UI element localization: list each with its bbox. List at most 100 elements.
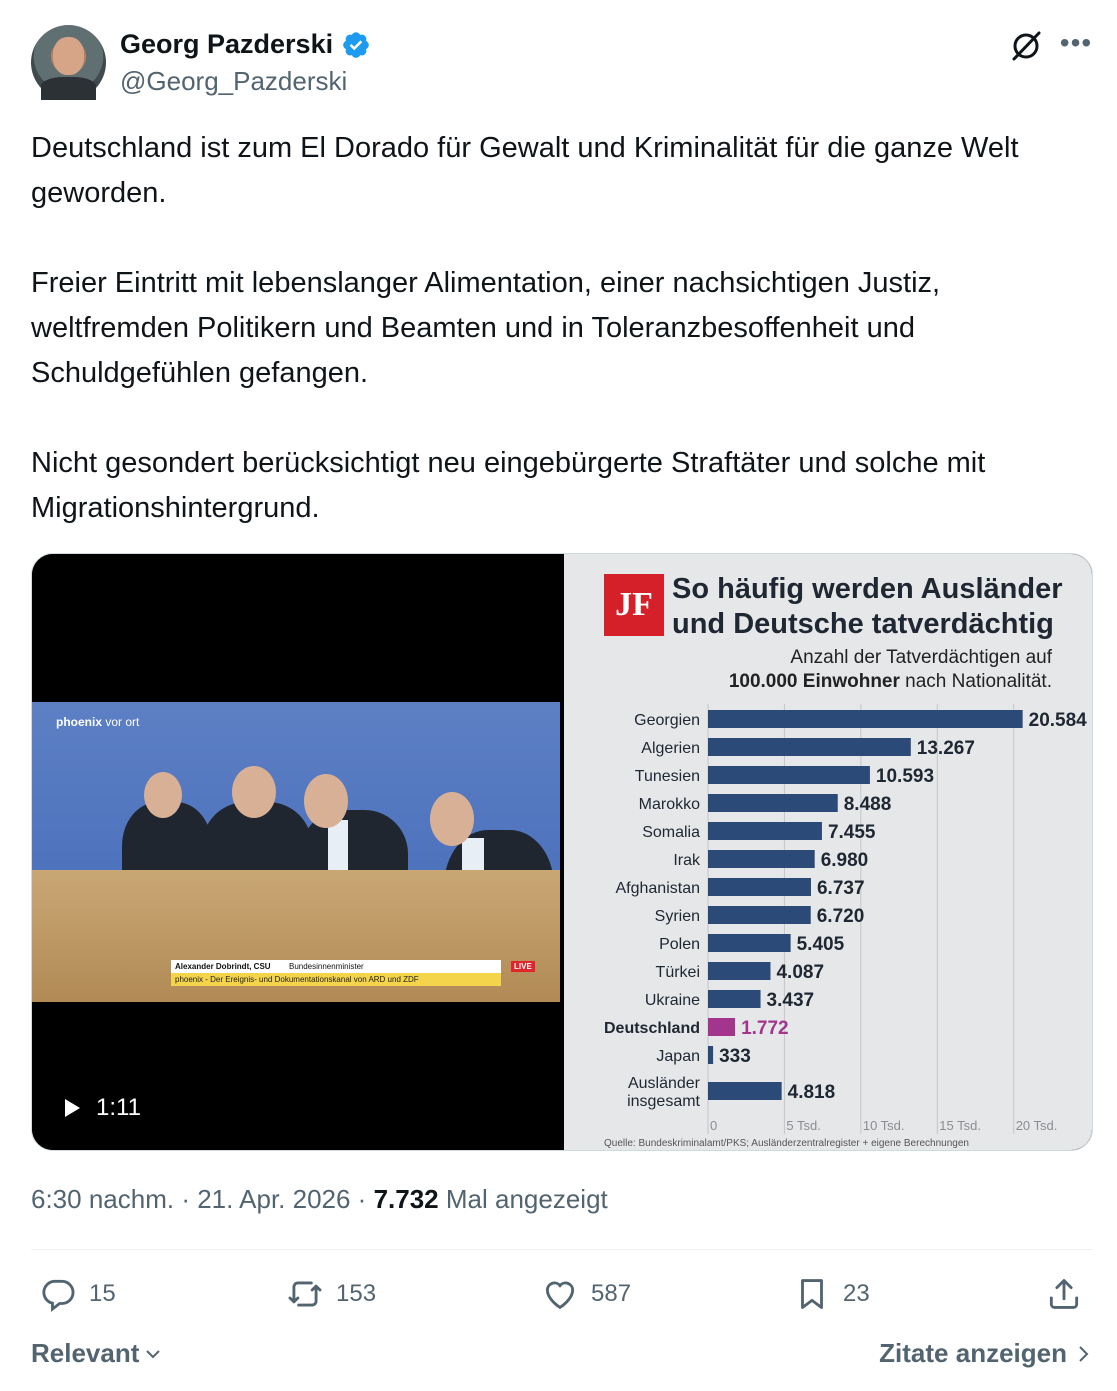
video-player[interactable]: phoenix vor ort Alexander Dobrindt, CSU … bbox=[32, 554, 560, 1150]
heart-icon bbox=[545, 1281, 575, 1310]
like-button[interactable]: 587 bbox=[541, 1275, 631, 1313]
retweet-button[interactable]: 153 bbox=[286, 1275, 376, 1313]
chart-image[interactable]: JF So häufig werden Ausländer und Deutsc… bbox=[564, 554, 1092, 1150]
bookmark-count: 23 bbox=[843, 1280, 870, 1307]
value-label: 3.437 bbox=[767, 990, 815, 1011]
value-label: 4.818 bbox=[788, 1082, 836, 1103]
author-name[interactable]: Georg Pazderski bbox=[120, 29, 334, 59]
tweet-text: Deutschland ist zum El Dorado für Gewalt… bbox=[31, 126, 1093, 576]
tweet-paragraph-3: Nicht gesondert berücksichtigt neu einge… bbox=[31, 447, 986, 524]
bar bbox=[708, 990, 761, 1008]
bar bbox=[708, 906, 811, 924]
chart-subtitle-line-1: Anzahl der Tatverdächtigen auf bbox=[790, 647, 1052, 668]
x-tick-label: 15 Tsd. bbox=[939, 1118, 981, 1133]
sort-dropdown[interactable]: Relevant bbox=[31, 1338, 163, 1369]
category-label: insgesamt bbox=[627, 1093, 700, 1110]
play-button[interactable]: 1:11 bbox=[62, 1094, 141, 1122]
bar bbox=[708, 710, 1023, 728]
sort-label: Relevant bbox=[31, 1338, 140, 1368]
chart-source: Quelle: Bundeskriminalamt/PKS; Ausländer… bbox=[604, 1138, 969, 1149]
chart-subtitle: Anzahl der Tatverdächtigen auf 100.000 E… bbox=[729, 646, 1052, 694]
lower-third-role: Bundesinnenminister bbox=[289, 962, 364, 971]
grok-icon[interactable] bbox=[1009, 29, 1043, 63]
bookmark-icon bbox=[801, 1279, 823, 1309]
channel-logo: phoenix vor ort bbox=[56, 715, 139, 729]
chevron-right-icon bbox=[1079, 1345, 1089, 1362]
avatar[interactable] bbox=[31, 25, 106, 100]
bar bbox=[708, 1046, 714, 1064]
like-count: 587 bbox=[591, 1280, 632, 1307]
reply-count: 15 bbox=[89, 1280, 116, 1307]
bar bbox=[708, 934, 791, 952]
live-badge: LIVE bbox=[511, 961, 535, 972]
tweet-header: Georg Pazderski @Georg_Pazderski ••• bbox=[31, 25, 1093, 101]
value-label: 20.584 bbox=[1029, 710, 1088, 731]
category-label: Marokko bbox=[639, 796, 700, 813]
lower-third-name: Alexander Dobrindt, CSU bbox=[175, 962, 271, 971]
value-label: 10.593 bbox=[876, 766, 934, 787]
x-tick-label: 5 Tsd. bbox=[786, 1118, 820, 1133]
chart-title-line-2: und Deutsche tatverdächtig bbox=[672, 608, 1054, 640]
divider bbox=[31, 1249, 1093, 1250]
video-duration: 1:11 bbox=[96, 1094, 141, 1121]
person-2-head bbox=[232, 766, 276, 818]
bar bbox=[708, 794, 838, 812]
views-label: Mal angezeigt bbox=[445, 1184, 608, 1214]
bar bbox=[708, 766, 870, 784]
more-options-icon[interactable]: ••• bbox=[1059, 27, 1093, 58]
category-label: Afghanistan bbox=[615, 880, 700, 897]
x-tick-label: 20 Tsd. bbox=[1016, 1118, 1058, 1133]
lower-third-channel: phoenix - Der Ereignis- und Dokumentatio… bbox=[171, 973, 501, 986]
tweet-paragraph-1: Deutschland ist zum El Dorado für Gewalt… bbox=[31, 132, 1019, 209]
value-label: 6.720 bbox=[817, 906, 865, 927]
avatar-face bbox=[53, 37, 84, 75]
bar-chart: 0 5 Tsd. 10 Tsd. 15 Tsd. 20 Tsd. Georgien 20.5… bbox=[604, 704, 1088, 1134]
tweet-paragraph-2: Freier Eintritt mit lebenslanger Aliment… bbox=[31, 267, 941, 389]
value-label: 5.405 bbox=[797, 934, 845, 955]
x-tick-label: 0 bbox=[710, 1118, 717, 1133]
category-label: Deutschland bbox=[604, 1020, 700, 1037]
tweet-time[interactable]: 6:30 nachm. bbox=[31, 1184, 175, 1214]
category-label: Tunesien bbox=[635, 768, 700, 785]
bar bbox=[708, 1082, 782, 1100]
avatar-shirt bbox=[41, 77, 96, 100]
person-3-shirt bbox=[328, 820, 348, 880]
verified-badge-icon bbox=[343, 31, 369, 58]
quotes-label: Zitate anzeigen bbox=[879, 1338, 1067, 1368]
value-label: 13.267 bbox=[917, 738, 975, 759]
category-label: Georgien bbox=[634, 712, 700, 729]
category-label: Japan bbox=[656, 1048, 700, 1065]
media-container: phoenix vor ort Alexander Dobrindt, CSU … bbox=[31, 553, 1093, 1151]
category-label: Syrien bbox=[655, 908, 700, 925]
view-count: 7.732 bbox=[373, 1184, 439, 1214]
category-label: Türkei bbox=[656, 964, 700, 981]
share-button[interactable] bbox=[1045, 1275, 1083, 1313]
view-quotes-link[interactable]: Zitate anzeigen bbox=[879, 1338, 1093, 1369]
bookmark-button[interactable]: 23 bbox=[793, 1275, 870, 1313]
category-label: Polen bbox=[659, 936, 700, 953]
x-tick-label: 10 Tsd. bbox=[863, 1118, 905, 1133]
category-label: Somalia bbox=[642, 824, 700, 841]
value-label: 1.772 bbox=[741, 1018, 789, 1039]
chart-subtitle-bold: 100.000 Einwohner bbox=[728, 671, 900, 692]
bar bbox=[708, 850, 815, 868]
channel-suffix: vor ort bbox=[105, 715, 140, 729]
person-4-head bbox=[430, 792, 474, 846]
action-bar: 15 153 587 23 bbox=[31, 1275, 1093, 1315]
person-1-head bbox=[144, 772, 182, 818]
bar bbox=[708, 878, 811, 896]
value-label: 7.455 bbox=[828, 822, 876, 843]
channel-name: phoenix bbox=[56, 715, 103, 729]
value-label: 6.980 bbox=[821, 850, 869, 871]
bar bbox=[708, 1018, 736, 1036]
retweet-icon bbox=[288, 1281, 322, 1307]
bar bbox=[708, 822, 822, 840]
value-label: 8.488 bbox=[844, 794, 892, 815]
lower-third: Alexander Dobrindt, CSU Bundesinnenminis… bbox=[171, 960, 501, 986]
value-label: 4.087 bbox=[776, 962, 824, 983]
tweet-date[interactable]: 21. Apr. 2026 bbox=[197, 1184, 351, 1214]
chart-subtitle-rest: nach Nationalität. bbox=[905, 671, 1052, 692]
reply-button[interactable]: 15 bbox=[39, 1275, 116, 1313]
chart-title-line-1: So häufig werden Ausländer bbox=[672, 573, 1063, 605]
author-handle[interactable]: @Georg_Pazderski bbox=[120, 66, 348, 96]
